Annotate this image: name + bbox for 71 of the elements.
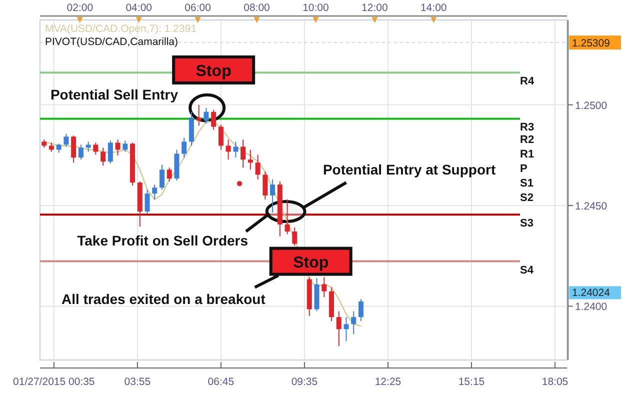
x2-tick-label: 10:00: [302, 2, 330, 14]
annotation: Take Profit on Sell Orders: [77, 232, 248, 248]
x2-tick-label: 06:00: [184, 2, 212, 14]
candlestick: [196, 104, 202, 126]
candlestick: [336, 310, 342, 347]
annotation: R2: [520, 134, 534, 146]
candlestick: [100, 147, 106, 166]
candlestick: [71, 135, 76, 164]
candlestick: [351, 310, 356, 335]
x-tick-label: 15:15: [458, 376, 485, 388]
candlestick: [115, 139, 120, 156]
annotation: PIVOT(USD/CAD,Camarilla): [45, 36, 178, 48]
candlestick: [108, 140, 113, 164]
annotation: R1: [520, 148, 534, 161]
candlestick: [56, 143, 62, 154]
candlestick: [211, 109, 216, 130]
candlestick: [160, 164, 164, 190]
ref-line-label: S3: [520, 218, 534, 230]
candlestick: [144, 189, 150, 214]
x2-tick-label: 08:00: [244, 2, 270, 14]
ref-line-label: R3: [520, 122, 534, 134]
candlestick: [255, 154, 260, 180]
x-tick-label: 06:45: [208, 376, 234, 388]
candlestick: [233, 141, 238, 158]
candlestick: [292, 226, 298, 246]
candlestick: [358, 298, 364, 322]
annotation: Potential Sell Entry: [50, 86, 178, 103]
candlestick: [204, 107, 209, 124]
y-tick-label: 1.2450: [575, 200, 608, 213]
candlestick: [86, 141, 91, 152]
annotation: Potential Entry at Support: [322, 162, 496, 178]
ref-line-label: R4: [520, 76, 535, 88]
text: 1.24024: [572, 287, 610, 300]
candlestick: [248, 149, 253, 170]
x2-tick-label: 04:00: [126, 2, 152, 14]
candlestick: [78, 144, 84, 160]
candlestick: [93, 142, 98, 156]
text: MVA(USD/CAD.Open,7): 1.2391: [45, 23, 197, 35]
candlestick: [122, 140, 128, 152]
candlestick: [270, 179, 276, 214]
candlestick: [188, 111, 194, 146]
x-tick-label: 12:25: [374, 376, 402, 388]
ref-line-label: S4: [520, 264, 534, 276]
candlestick: [344, 316, 349, 342]
candlestick: [240, 139, 246, 168]
y-tick-label: 1.2400: [575, 301, 608, 314]
x-tick-label: 18:05: [542, 376, 568, 388]
annotation: S2: [520, 192, 534, 204]
candlestick: [322, 276, 327, 298]
x-tick-label: 09:35: [291, 376, 318, 388]
x2-tick-label: 02:00: [66, 2, 94, 14]
candlestick: [226, 139, 231, 160]
candlestick: [152, 184, 158, 200]
candlestick: [218, 124, 224, 150]
candlestick: [262, 171, 268, 200]
annotation: Stop: [196, 62, 232, 80]
ref-line-label: 1.25309: [572, 38, 610, 50]
y-tick-label: 1.2500: [575, 100, 608, 112]
candlestick: [166, 167, 172, 182]
x-tick-label: 03:55: [124, 376, 151, 388]
candlestick: [284, 198, 290, 235]
x-tick-label: 01/27/2015 00:35: [13, 376, 95, 388]
x2-tick-label: 12:00: [362, 2, 388, 14]
annotation: All trades exited on a breakout: [62, 291, 266, 308]
annotation: Stop: [293, 254, 329, 272]
annotation: P: [520, 163, 528, 176]
candlestick: [64, 133, 69, 148]
candlestick: [48, 142, 54, 152]
candlestick: [182, 137, 187, 158]
annotation: S1: [520, 178, 534, 190]
x2-tick-label: 14:00: [420, 2, 447, 14]
